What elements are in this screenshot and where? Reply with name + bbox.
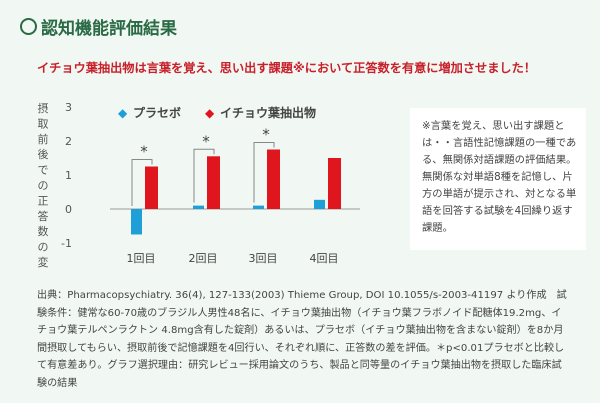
bar [253,205,264,209]
bar [193,205,204,209]
y-axis-label-char: 正 [38,194,49,207]
y-axis-label-char: 後 [38,147,49,161]
bar [145,166,158,209]
y-tick-label: 3 [65,101,72,114]
y-axis-label-char: の [38,241,49,254]
y-axis-label-char: 摂 [38,101,49,115]
y-axis-label-char: 変 [38,255,49,268]
y-axis-label-char: 数 [38,225,49,238]
y-tick-label: -1 [61,237,72,250]
bar [328,158,341,209]
legend-marker-icon: ◆ [205,106,215,120]
y-axis-label-char: 答 [38,209,49,223]
footer-source: 出典：Pharmacopsychiatry. 36(4), 127-133(20… [37,290,567,389]
y-tick-label: 1 [65,169,72,182]
bars [131,149,341,235]
note-box: ※言葉を覚え、思い出す課題とは・・言語性記憶課題の一種である、無関係対語課題の評… [410,108,586,250]
x-tick-label: 2回目 [189,252,218,265]
bar [131,209,142,235]
significance-marks: * * * [131,126,275,206]
y-axis-label-char: 前 [38,132,49,146]
legend: ◆ プラセボ ◆ イチョウ葉抽出物 [118,105,316,120]
y-axis-label-char: の [38,179,49,192]
bar [207,156,220,209]
note-text: ※言葉を覚え、思い出す課題とは・・言語性記憶課題の一種である、無関係対語課題の評… [422,120,577,234]
y-tick-label: 2 [65,135,72,148]
x-tick-label: 3回目 [249,252,278,265]
y-axis-label-char: 取 [38,117,49,130]
y-axis-label: 摂取前後での正答数の変化 [38,101,49,268]
significance-asterisk: * [202,132,210,150]
significance-asterisk: * [140,143,148,161]
x-tick-labels: 1回目 2回目 3回目 4回目 [127,252,339,265]
bar [267,149,280,209]
circle-icon [20,18,37,35]
y-axis-label-char: で [38,164,49,177]
x-tick-label: 4回目 [310,252,339,265]
bar-chart: 摂取前後での正答数の変化 ◆ プラセボ ◆ イチョウ葉抽出物 3 2 1 0 -1 * * * 1… [38,101,360,268]
page-title-text: 認知機能評価結果 [41,19,177,39]
y-tick-label: 0 [65,203,72,216]
x-tick-label: 1回目 [127,252,156,265]
legend-label: プラセボ [133,105,181,120]
y-tick-labels: 3 2 1 0 -1 [61,101,72,250]
legend-label: イチョウ葉抽出物 [220,105,316,120]
bar [314,199,325,209]
significance-bracket [193,148,215,203]
significance-bracket [131,159,153,206]
page-title: 認知機能評価結果 [20,14,177,39]
significance-asterisk: * [262,126,270,144]
legend-marker-icon: ◆ [118,106,128,120]
significance-bracket [253,142,275,203]
headline: イチョウ葉抽出物は言葉を覚え、思い出す課題※において正答数を有意に増加させました… [37,61,536,75]
